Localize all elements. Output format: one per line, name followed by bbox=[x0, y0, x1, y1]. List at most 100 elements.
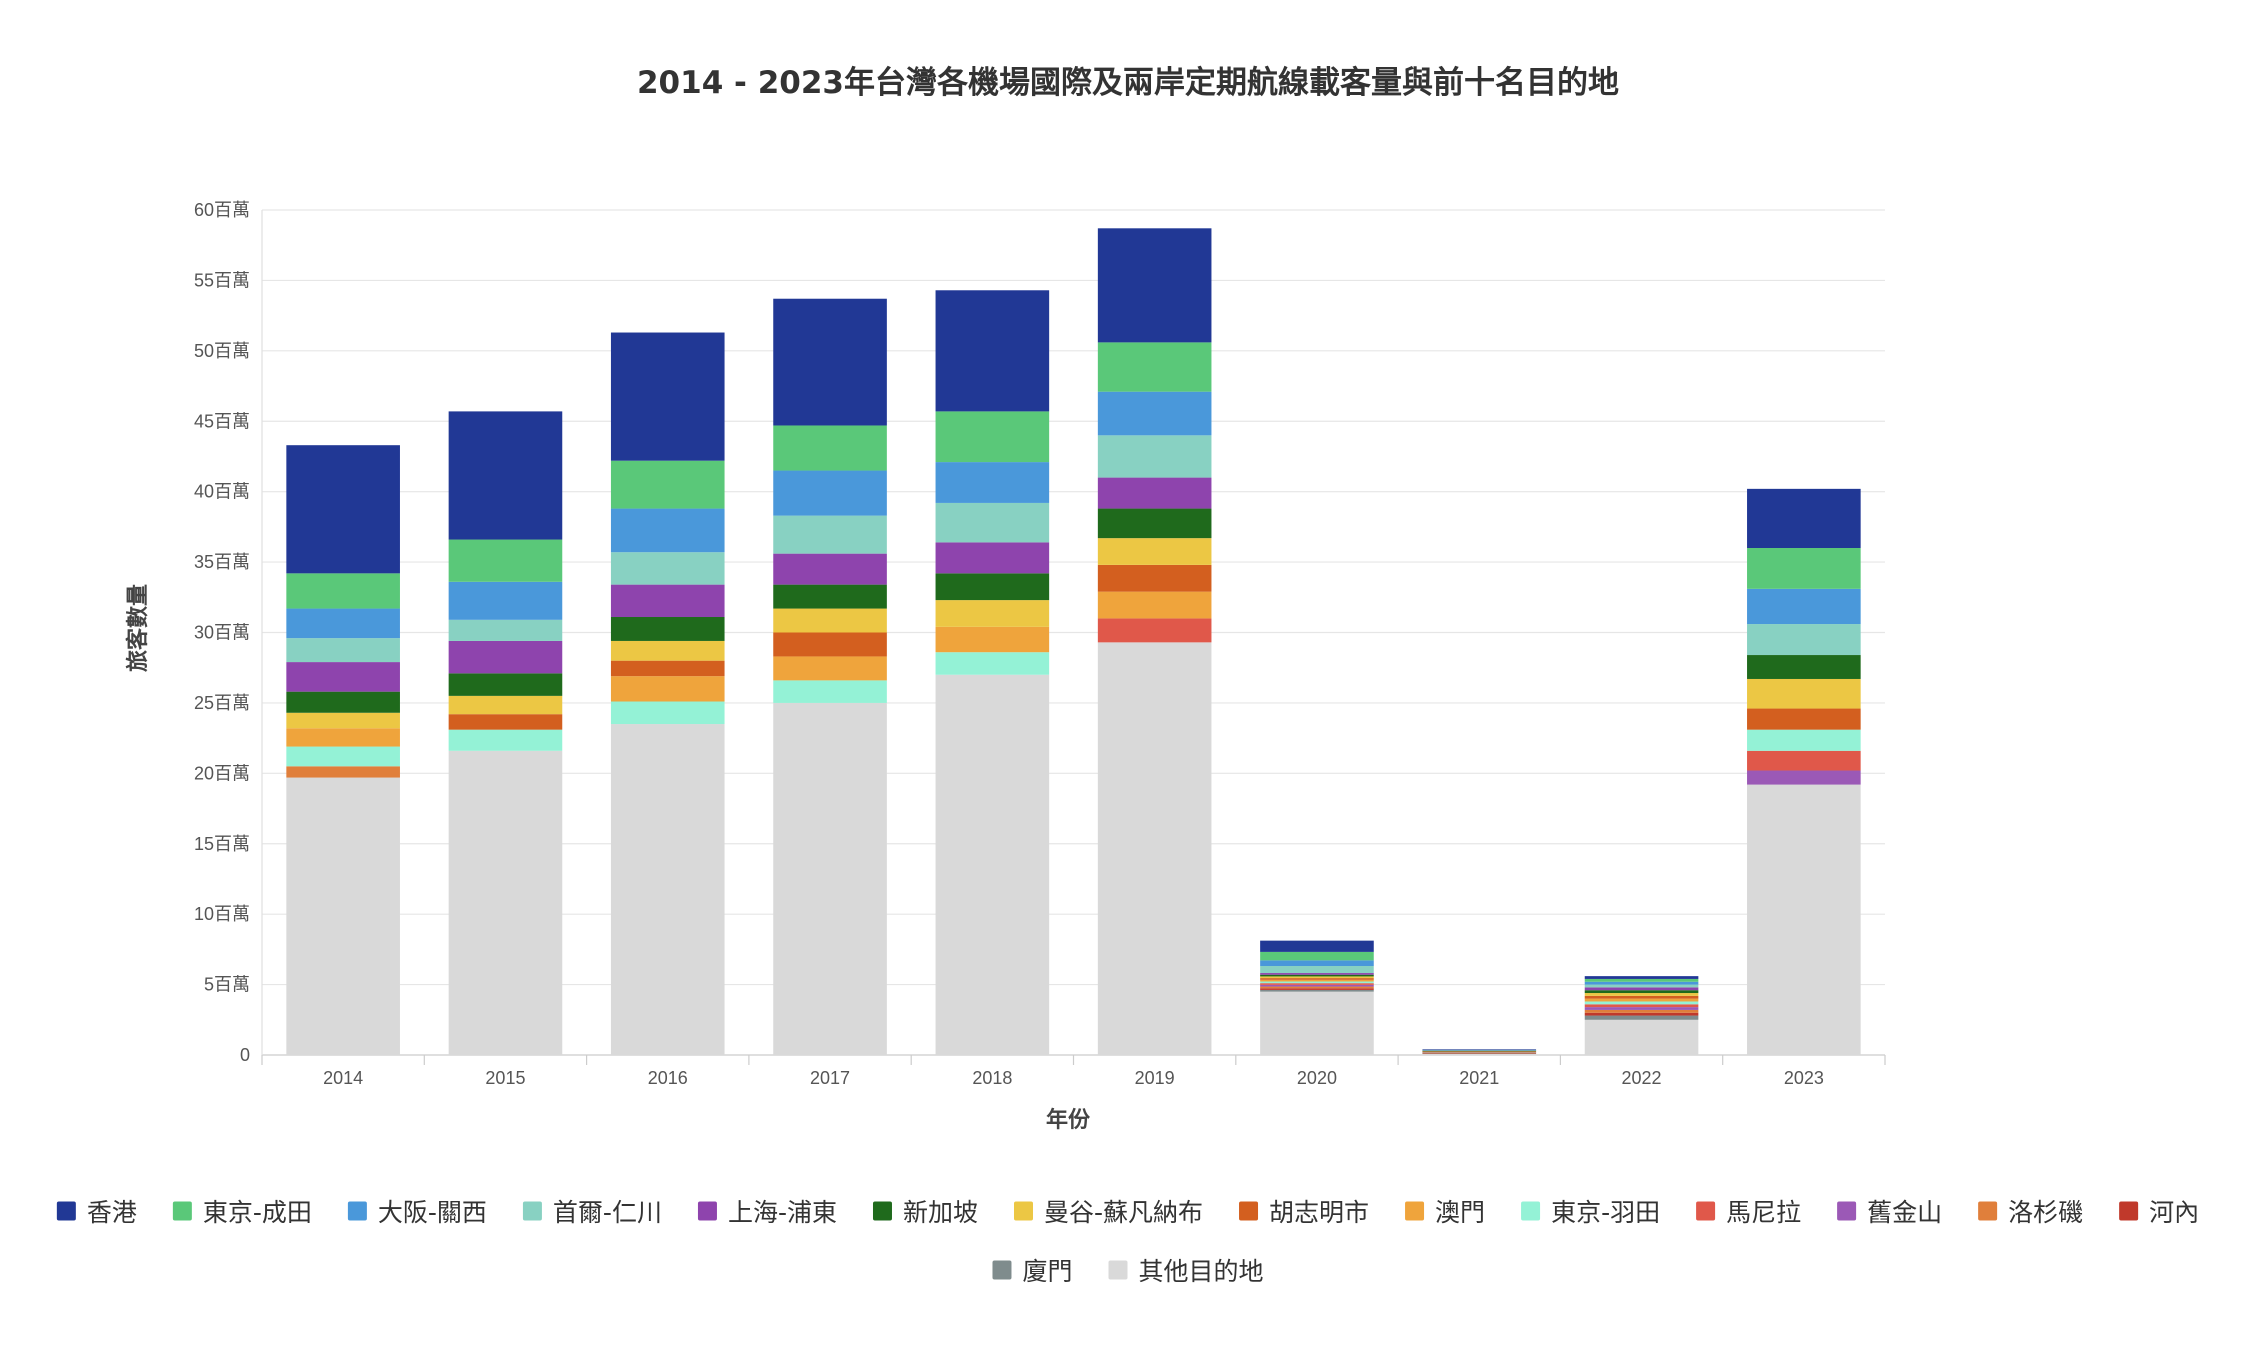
x-axis-label: 年份 bbox=[1046, 1107, 1091, 1133]
x-tick-label: 2023 bbox=[1784, 1068, 1824, 1088]
legend-label[interactable]: 東京-成田 bbox=[203, 1198, 312, 1227]
bar-segment bbox=[935, 502, 1050, 543]
legend-swatch bbox=[1239, 1201, 1259, 1221]
x-tick-label: 2018 bbox=[972, 1068, 1012, 1088]
bar-segment bbox=[1097, 538, 1212, 565]
bar-segment bbox=[773, 608, 887, 633]
bar-segment bbox=[1260, 940, 1374, 952]
legend-swatch bbox=[56, 1201, 76, 1221]
legend-swatch bbox=[522, 1201, 542, 1221]
y-tick-label: 55百萬 bbox=[194, 270, 250, 290]
y-tick-label: 20百萬 bbox=[194, 763, 250, 783]
bar-segment bbox=[773, 515, 887, 554]
bar-segment bbox=[1747, 784, 1861, 1055]
bar-segment bbox=[773, 425, 887, 471]
bar-segment bbox=[1584, 1019, 1699, 1055]
bar-segment bbox=[286, 712, 400, 729]
bar-segment bbox=[1747, 624, 1861, 656]
bar-segment bbox=[1260, 991, 1374, 1055]
legend-label[interactable]: 胡志明市 bbox=[1269, 1198, 1369, 1227]
legend-swatch bbox=[172, 1201, 192, 1221]
bar-segment bbox=[610, 660, 725, 677]
bar-segment bbox=[448, 640, 563, 674]
bar-segment bbox=[935, 626, 1050, 653]
legend: 香港 東京-成田 大阪-關西 首爾-仁川 上海-浦東 新加坡 曼谷-蘇凡納布 胡志明市 澳門 東京… bbox=[56, 1198, 2199, 1286]
bar-segment bbox=[1747, 678, 1861, 709]
bar-segment bbox=[773, 553, 887, 585]
bar-segment bbox=[286, 777, 400, 1055]
legend-swatch bbox=[992, 1260, 1012, 1280]
y-tick-label: 50百萬 bbox=[194, 341, 250, 361]
bars bbox=[286, 228, 1861, 1055]
bar-segment bbox=[1584, 1001, 1699, 1005]
bar-segment bbox=[286, 766, 400, 778]
legend-label[interactable]: 舊金山 bbox=[1867, 1198, 1942, 1227]
bar-segment bbox=[448, 581, 563, 620]
bar-segment bbox=[1584, 1012, 1699, 1016]
legend-label[interactable]: 澳門 bbox=[1435, 1198, 1485, 1227]
y-tick-label: 35百萬 bbox=[194, 552, 250, 572]
bar-segment bbox=[610, 724, 725, 1055]
bar-segment bbox=[1260, 986, 1374, 989]
y-axis-label: 旅客數量 bbox=[125, 584, 151, 672]
bar-segment bbox=[610, 332, 725, 461]
legend-label[interactable]: 東京-羽田 bbox=[1551, 1198, 1660, 1227]
x-tick-label: 2022 bbox=[1622, 1068, 1662, 1088]
bar-segment bbox=[935, 462, 1050, 503]
legend-label[interactable]: 首爾-仁川 bbox=[553, 1198, 662, 1227]
bar-segment bbox=[1747, 729, 1861, 751]
x-tick-label: 2014 bbox=[323, 1068, 363, 1088]
bar-segment bbox=[773, 584, 887, 609]
bar-segment bbox=[1260, 976, 1374, 979]
bar-segment bbox=[1260, 979, 1374, 982]
legend-label[interactable]: 洛杉磯 bbox=[2008, 1198, 2083, 1227]
legend-label[interactable]: 曼谷-蘇凡納布 bbox=[1044, 1198, 1203, 1227]
bar-segment bbox=[1747, 588, 1861, 625]
axes: 0 5百萬 10百萬 15百萬 20百萬 25百萬 30百萬 35百萬 40百萬 45百萬 50百萬… bbox=[194, 200, 1886, 1088]
y-tick-label: 0 bbox=[240, 1045, 250, 1065]
legend-label[interactable]: 河內 bbox=[2149, 1198, 2199, 1227]
bar-segment bbox=[1260, 983, 1374, 985]
bar-segment bbox=[935, 674, 1050, 1055]
bar-segment bbox=[1422, 1049, 1537, 1050]
bar-segment bbox=[286, 662, 400, 692]
bar-segment bbox=[1584, 990, 1699, 994]
legend-label[interactable]: 大阪-關西 bbox=[378, 1198, 487, 1227]
legend-swatch bbox=[1978, 1201, 1998, 1221]
y-tick-label: 5百萬 bbox=[204, 975, 250, 995]
y-tick-label: 40百萬 bbox=[194, 482, 250, 502]
y-tick-label: 25百萬 bbox=[194, 693, 250, 713]
bar-segment bbox=[1097, 618, 1212, 643]
bar-segment bbox=[1747, 708, 1861, 730]
bar-segment bbox=[1097, 591, 1212, 619]
bar-segment bbox=[1097, 435, 1212, 478]
bar-segment bbox=[1260, 984, 1374, 987]
bar-segment bbox=[286, 638, 400, 663]
legend-label[interactable]: 其他目的地 bbox=[1139, 1257, 1264, 1286]
bar-segment bbox=[935, 290, 1050, 412]
bar-segment bbox=[286, 573, 400, 609]
legend-label[interactable]: 馬尼拉 bbox=[1726, 1198, 1801, 1227]
bar-segment bbox=[610, 508, 725, 553]
bar-segment bbox=[935, 600, 1050, 627]
legend-label[interactable]: 新加坡 bbox=[903, 1198, 978, 1227]
bar-segment bbox=[773, 680, 887, 703]
legend-swatch bbox=[1405, 1201, 1425, 1221]
bar-segment bbox=[1584, 984, 1699, 988]
bar-segment bbox=[935, 542, 1050, 574]
bar-segment bbox=[1260, 960, 1374, 966]
legend-label[interactable]: 上海-浦東 bbox=[728, 1198, 837, 1227]
x-tick-label: 2016 bbox=[648, 1068, 688, 1088]
bar-segment bbox=[1584, 1015, 1699, 1020]
bar-segment bbox=[773, 632, 887, 657]
bar-segment bbox=[773, 470, 887, 516]
legend-label[interactable]: 廈門 bbox=[1022, 1257, 1072, 1286]
bar-segment bbox=[610, 584, 725, 618]
x-tick-label: 2017 bbox=[810, 1068, 850, 1088]
legend-label[interactable]: 香港 bbox=[87, 1198, 137, 1227]
bar-segment bbox=[1260, 978, 1374, 980]
bar-segment bbox=[448, 619, 563, 641]
y-tick-label: 30百萬 bbox=[194, 623, 250, 643]
bar-segment bbox=[935, 411, 1050, 463]
y-tick-label: 60百萬 bbox=[194, 200, 250, 220]
